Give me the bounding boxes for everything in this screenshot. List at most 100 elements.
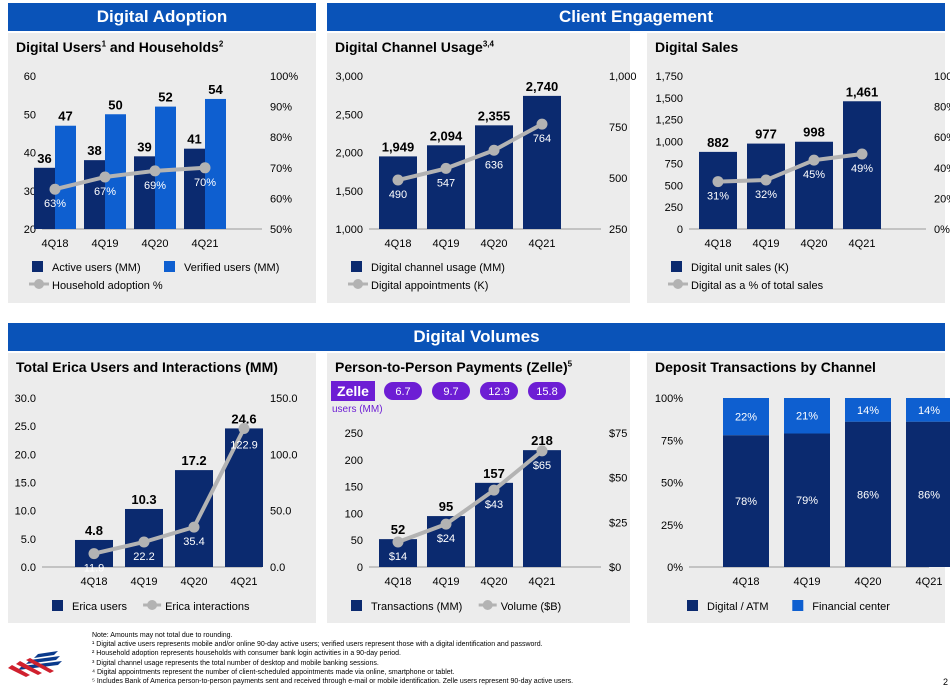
x-tick-label: 4Q20 xyxy=(142,238,169,250)
x-tick-label: 4Q20 xyxy=(855,576,882,588)
footnote: ¹ Digital active users represents mobile… xyxy=(92,641,543,649)
x-tick-label: 4Q18 xyxy=(705,238,732,250)
line-data-label: 22.2 xyxy=(133,551,154,563)
zelle-user-badge-label: 9.7 xyxy=(443,386,458,398)
y2-tick-label: 40% xyxy=(934,163,950,175)
legend-label: Verified users (MM) xyxy=(184,262,279,274)
bar xyxy=(523,95,561,229)
line-data-label: 31% xyxy=(707,191,729,203)
bar-data-label: 2,740 xyxy=(526,79,559,94)
legend-swatch xyxy=(687,600,698,611)
line-point xyxy=(440,518,452,530)
y-tick-label: 1,750 xyxy=(655,71,683,83)
line-point xyxy=(199,162,211,174)
erica-chart: 0.0 5.0 10.0 15.0 20.0 25.0 30.0 0.0 50.0 100.0 15… xyxy=(15,393,298,613)
line-data-label: 70% xyxy=(194,177,216,189)
line-point xyxy=(856,148,868,160)
y2-tick-label: $0 xyxy=(609,562,621,574)
bar-data-label: 157 xyxy=(483,466,505,481)
bar xyxy=(105,114,126,229)
y2-tick-label: 50.0 xyxy=(270,506,291,518)
x-tick-label: 4Q20 xyxy=(481,238,508,250)
bar-data-label: 38 xyxy=(87,143,101,158)
bar xyxy=(184,148,205,229)
panel-digital-sales: Digital Sales 0 250 500 750 1,000 1,250 1,500 1… xyxy=(647,33,950,303)
line-data-label: 67% xyxy=(94,186,116,198)
x-tick-label: 4Q18 xyxy=(385,576,412,588)
bar-data-label: 78% xyxy=(735,496,757,508)
x-tick-label: 4Q21 xyxy=(849,238,876,250)
y2-tick-label: 0% xyxy=(934,224,950,236)
panel-erica: Total Erica Users and Interactions (MM) … xyxy=(8,353,316,623)
bar-data-label: 21% xyxy=(796,411,818,423)
line-point xyxy=(760,174,772,186)
legend-label: Digital unit sales (K) xyxy=(691,262,789,274)
legend-swatch xyxy=(34,279,44,289)
bar xyxy=(723,435,769,567)
line-data-label: $65 xyxy=(533,460,551,472)
y-tick-label: 50 xyxy=(24,109,36,121)
y-tick-label: 0 xyxy=(357,562,363,574)
zelle-user-badge xyxy=(432,382,470,400)
y2-tick-label: 500 xyxy=(609,173,627,185)
legend-swatch xyxy=(147,600,158,610)
panel-title: Person-to-Person Payments (Zelle)5 xyxy=(335,359,573,375)
line-point xyxy=(149,165,161,177)
y2-tick-label: $50 xyxy=(609,473,627,485)
bar-data-label: 24.6 xyxy=(231,411,256,426)
bank-logo-icon xyxy=(8,651,62,677)
line-data-label: 32% xyxy=(755,189,777,201)
bar xyxy=(34,167,55,229)
bar-data-label: 47 xyxy=(58,109,72,124)
bar-data-label: 79% xyxy=(796,495,818,507)
zelle-user-badge-label: 6.7 xyxy=(395,386,410,398)
y2-tick-label: 1,000 xyxy=(609,71,637,83)
x-tick-label: 4Q19 xyxy=(131,576,158,588)
legend-label: Erica interactions xyxy=(165,601,250,613)
y2-tick-label: 150.0 xyxy=(270,393,298,405)
bar xyxy=(845,421,891,567)
y-tick-label: 60 xyxy=(24,71,36,83)
legend-label: Digital appointments (K) xyxy=(371,280,488,292)
y-tick-label: 10.0 xyxy=(15,506,36,518)
y-tick-label: 1,500 xyxy=(335,186,363,198)
panel-title: Digital Channel Usage3,4 xyxy=(335,39,494,55)
line-point xyxy=(392,174,404,186)
bar-data-label: 14% xyxy=(918,405,940,417)
bar-data-label: 39 xyxy=(137,139,151,154)
line-data-label: 11.9 xyxy=(84,563,105,575)
y-tick-label: 50% xyxy=(661,478,683,490)
y-tick-label: 0.0 xyxy=(21,562,36,574)
series-line xyxy=(397,122,543,182)
y2-tick-label: 250 xyxy=(609,224,627,236)
y2-tick-label: 80% xyxy=(934,102,950,114)
zelle-logo-text: Zelle xyxy=(337,383,369,399)
bar xyxy=(205,98,226,229)
legend-label: Erica users xyxy=(72,601,128,613)
bar-data-label: 41 xyxy=(187,132,201,147)
bar xyxy=(523,450,561,567)
legend-swatch xyxy=(52,600,63,611)
y-tick-label: 100 xyxy=(345,508,363,520)
x-tick-label: 4Q20 xyxy=(181,576,208,588)
channel-chart: 1,000 1,500 2,000 2,500 3,000 250 500 750 1,000 1… xyxy=(335,71,636,292)
bar-data-label: 86% xyxy=(918,489,940,501)
y-tick-label: 500 xyxy=(665,180,683,192)
legend-swatch xyxy=(792,600,804,611)
x-tick-label: 4Q19 xyxy=(433,238,460,250)
bar xyxy=(155,106,176,229)
bar-data-label: 52 xyxy=(391,522,405,537)
section-header-digital-adoption: Digital Adoption xyxy=(8,3,316,31)
y-tick-label: 100% xyxy=(655,393,683,405)
y-tick-label: 30.0 xyxy=(15,393,36,405)
bar-data-label: 86% xyxy=(857,489,879,501)
y-tick-label: 750 xyxy=(665,158,683,170)
line-data-label: 49% xyxy=(851,163,873,175)
zelle-user-badge xyxy=(480,382,518,400)
bar xyxy=(845,398,891,422)
y-tick-label: 40 xyxy=(24,148,36,160)
line-data-label: $14 xyxy=(389,551,407,563)
line-data-label: 69% xyxy=(144,180,166,192)
bar-data-label: 10.3 xyxy=(131,492,156,507)
x-tick-label: 4Q18 xyxy=(42,238,69,250)
